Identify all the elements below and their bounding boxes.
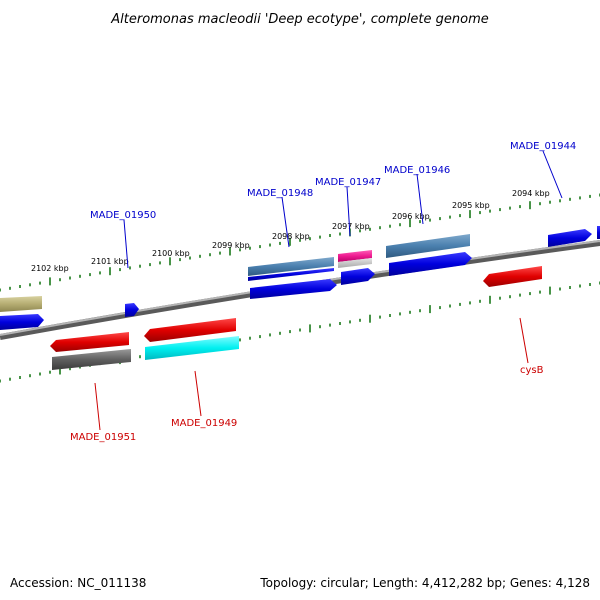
gene-labels-top: MADE_01950 MADE_01948 MADE_01947 MADE_01… — [90, 141, 576, 221]
scale-track-top — [0, 193, 600, 292]
gene-arrow-red[interactable] — [144, 318, 236, 342]
gene-arrow-gray[interactable] — [52, 349, 131, 370]
scale-label: 2100 kbp — [152, 249, 190, 258]
gene-arrow-steelblue[interactable] — [386, 234, 470, 258]
topology-text: Topology: circular; Length: 4,412,282 bp… — [260, 576, 590, 590]
gene-arrow-steelblue[interactable] — [248, 257, 334, 276]
gene-arrow-blue[interactable] — [341, 268, 375, 285]
gene-labels-bottom: MADE_01951 MADE_01949 cysB — [70, 365, 544, 443]
gene-label[interactable]: MADE_01950 — [90, 210, 156, 221]
gene-label[interactable]: cysB — [520, 365, 544, 376]
gene-label[interactable]: MADE_01946 — [384, 165, 450, 176]
gene-arrow-blue[interactable] — [389, 252, 472, 276]
gene-label[interactable]: MADE_01947 — [315, 177, 381, 188]
leader-lines-bottom — [94, 317, 529, 431]
gene-arrow-red[interactable] — [50, 332, 129, 352]
gene-arrow-blue[interactable] — [597, 226, 600, 239]
scale-labels: 2102 kbp 2101 kbp 2100 kbp 2099 kbp 2098… — [31, 189, 550, 273]
reverse-genes — [50, 266, 542, 370]
gene-arrow-blue[interactable] — [548, 229, 592, 247]
gene-arrow-blue[interactable] — [125, 303, 139, 317]
gene-label[interactable]: MADE_01949 — [171, 418, 237, 429]
gene-arrow-blue[interactable] — [0, 314, 44, 330]
scale-label: 2101 kbp — [91, 257, 129, 266]
scale-label: 2102 kbp — [31, 264, 69, 273]
gene-arrow-lightgray[interactable] — [338, 258, 372, 268]
scale-label: 2095 kbp — [452, 201, 490, 210]
map-title: Alteromonas macleodii 'Deep ecotype', co… — [110, 12, 488, 27]
gene-arrow-blue[interactable] — [250, 279, 337, 299]
scale-label: 2094 kbp — [512, 189, 550, 198]
gene-arrow-cyan[interactable] — [145, 336, 239, 360]
gene-arrow-blue[interactable] — [248, 268, 334, 281]
scale-label: 2099 kbp — [212, 241, 250, 250]
scale-track-bottom — [0, 281, 600, 383]
accession-text: Accession: NC_011138 — [10, 576, 147, 590]
scale-label: 2098 kbp — [272, 232, 310, 241]
gene-label[interactable]: MADE_01944 — [510, 141, 576, 152]
gene-arrow-olive[interactable] — [0, 296, 42, 312]
leader-lines-top — [123, 150, 563, 269]
forward-genes — [0, 226, 600, 330]
scale-label: 2097 kbp — [332, 222, 370, 231]
scale-label: 2096 kbp — [392, 212, 430, 221]
gene-label[interactable]: MADE_01948 — [247, 188, 313, 199]
gene-label[interactable]: MADE_01951 — [70, 432, 136, 443]
gene-arrow-red[interactable] — [483, 266, 542, 287]
